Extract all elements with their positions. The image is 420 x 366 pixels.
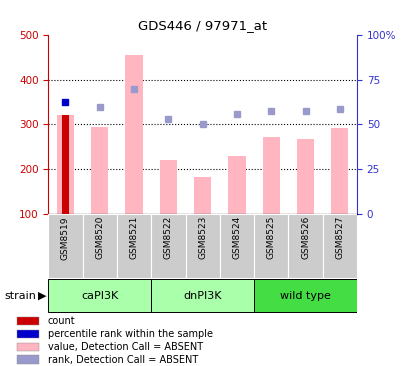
Text: rank, Detection Call = ABSENT: rank, Detection Call = ABSENT	[47, 355, 198, 365]
Bar	[17, 330, 39, 338]
Bar	[297, 139, 314, 214]
Bar	[228, 156, 246, 214]
Title: GDS446 / 97971_at: GDS446 / 97971_at	[138, 19, 267, 32]
Text: value, Detection Call = ABSENT: value, Detection Call = ABSENT	[47, 342, 202, 352]
Bar	[126, 55, 143, 214]
Bar	[117, 214, 151, 278]
Text: GSM8519: GSM8519	[61, 216, 70, 259]
Bar	[160, 160, 177, 214]
Text: GSM8525: GSM8525	[267, 216, 276, 259]
Text: ▶: ▶	[38, 291, 46, 300]
Bar	[331, 128, 349, 214]
Text: GSM8523: GSM8523	[198, 216, 207, 259]
Bar	[186, 214, 220, 278]
Bar	[83, 214, 117, 278]
Text: GSM8522: GSM8522	[164, 216, 173, 259]
Bar	[62, 116, 69, 214]
Text: count: count	[47, 316, 75, 326]
Text: GSM8527: GSM8527	[335, 216, 344, 259]
Bar	[262, 137, 280, 214]
Bar	[254, 214, 289, 278]
Text: GSM8520: GSM8520	[95, 216, 104, 259]
Text: percentile rank within the sample: percentile rank within the sample	[47, 329, 213, 339]
Text: GSM8526: GSM8526	[301, 216, 310, 259]
Bar	[17, 343, 39, 351]
Bar	[151, 279, 254, 312]
Bar	[323, 214, 357, 278]
Bar	[254, 279, 357, 312]
Text: GSM8521: GSM8521	[129, 216, 139, 259]
Bar	[151, 214, 186, 278]
Bar	[289, 214, 323, 278]
Text: strain: strain	[4, 291, 36, 300]
Text: wild type: wild type	[280, 291, 331, 300]
Bar	[57, 116, 74, 214]
Text: GSM8524: GSM8524	[232, 216, 241, 259]
Bar	[48, 279, 151, 312]
Bar	[17, 355, 39, 364]
Bar	[17, 317, 39, 325]
Bar	[220, 214, 254, 278]
Bar	[194, 178, 211, 214]
Text: caPI3K: caPI3K	[81, 291, 118, 300]
Bar	[91, 127, 108, 214]
Text: dnPI3K: dnPI3K	[184, 291, 222, 300]
Bar	[48, 214, 83, 278]
